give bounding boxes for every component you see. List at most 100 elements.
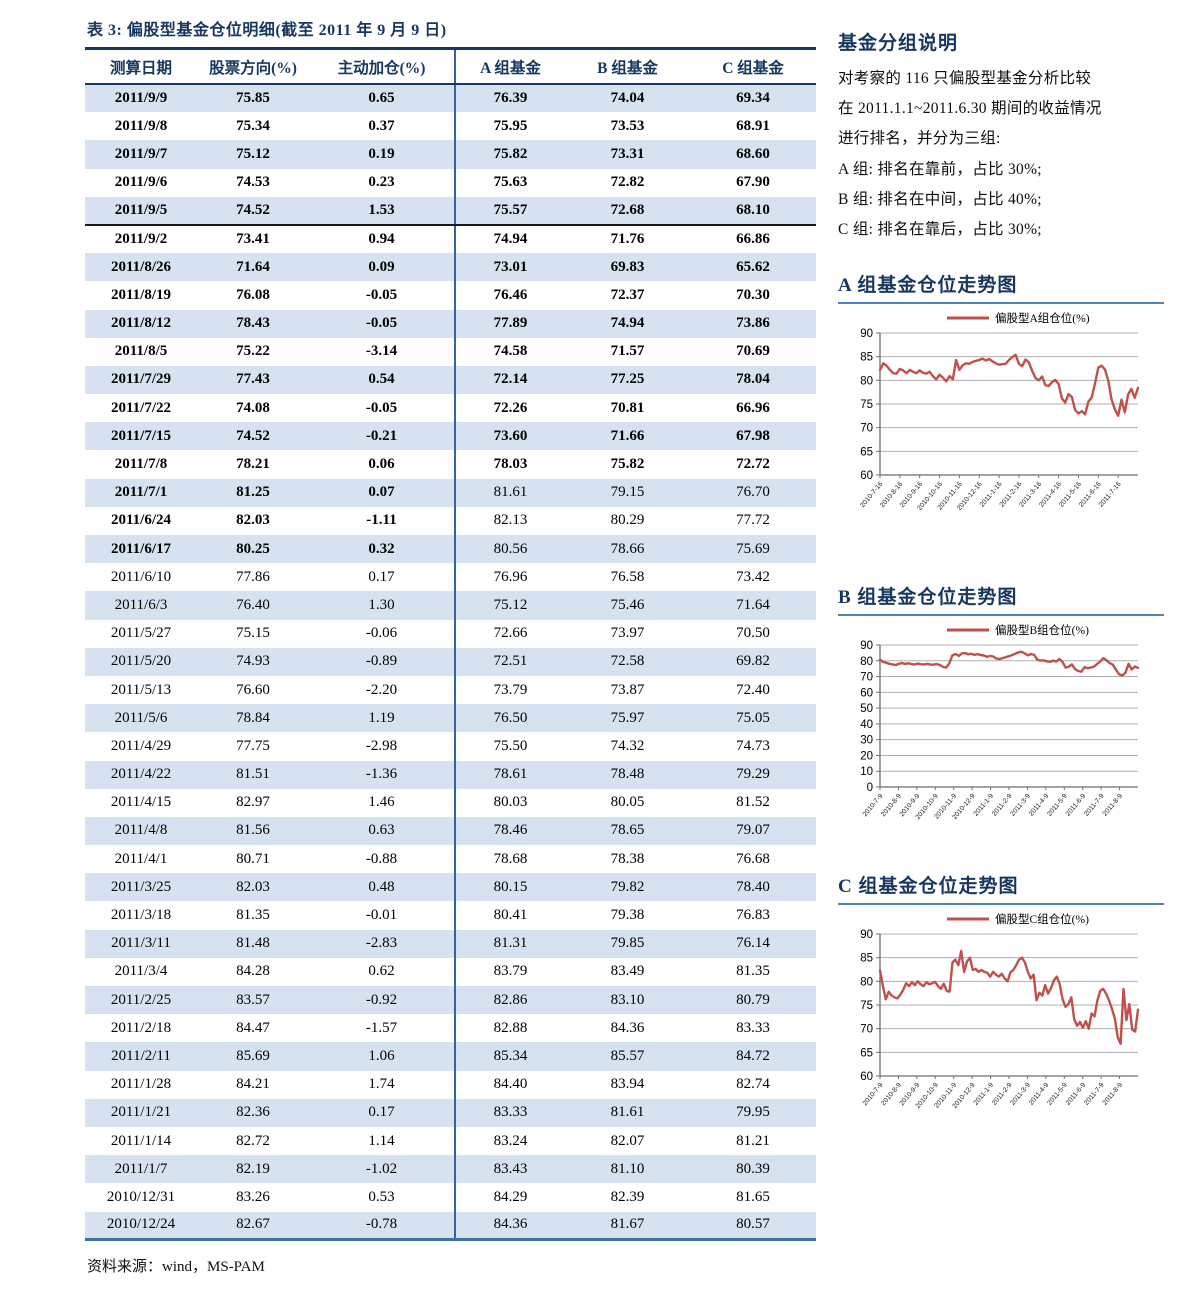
table-cell: 68.60 bbox=[736, 145, 770, 162]
table-cell: 84.36 bbox=[610, 1019, 645, 1036]
table-cell: 83.49 bbox=[610, 963, 645, 980]
table-cell: 84.29 bbox=[493, 1188, 528, 1205]
table-cell: 80.15 bbox=[493, 878, 528, 895]
table-row: 2011/9/7 75.12 0.19 75.82 73.31 68.60 bbox=[85, 140, 816, 169]
table-cell: 78.61 bbox=[493, 766, 528, 783]
table-row: 2011/7/22 74.08 -0.05 72.26 70.81 66.96 bbox=[85, 394, 816, 423]
table-row: 2011/2/18 84.47 -1.57 82.88 84.36 83.33 bbox=[85, 1014, 816, 1043]
table-cell: 82.72 bbox=[236, 1132, 270, 1149]
table-cell: 82.39 bbox=[610, 1188, 645, 1205]
svg-text:10: 10 bbox=[860, 767, 873, 779]
table-cell: 76.58 bbox=[610, 568, 645, 585]
table-cell: 71.64 bbox=[736, 596, 770, 613]
table-cell: 75.34 bbox=[236, 117, 270, 134]
table-header-row: 测算日期 股票方向(%) 主动加仓(%) A 组基金 B 组基金 C 组基金 bbox=[85, 50, 816, 85]
table-cell: 2011/9/8 bbox=[114, 117, 168, 134]
table-row: 2010/12/31 83.26 0.53 84.29 82.39 81.65 bbox=[85, 1183, 816, 1212]
table-cell: 2011/5/6 bbox=[114, 709, 168, 726]
svg-text:70: 70 bbox=[860, 423, 873, 435]
table-row: 2011/5/6 78.84 1.19 76.50 75.97 75.05 bbox=[85, 704, 816, 733]
column-header: C 组基金 bbox=[690, 50, 816, 85]
table-row: 2011/1/28 84.21 1.74 84.40 83.94 82.74 bbox=[85, 1070, 816, 1099]
table-cell: 85.69 bbox=[236, 1047, 270, 1064]
table-cell: 81.25 bbox=[236, 484, 270, 501]
table-cell: 80.05 bbox=[610, 794, 645, 811]
table-cell: 77.75 bbox=[236, 737, 270, 754]
fund-position-table-section: 表 3: 偏股型基金仓位明细(截至 2011 年 9 月 9 日) 测算日期 股票… bbox=[85, 14, 816, 1276]
table-cell: 1.53 bbox=[309, 196, 456, 226]
table-cell: 1.74 bbox=[309, 1070, 456, 1099]
table-cell: 81.67 bbox=[610, 1216, 645, 1233]
table-row: 2011/5/27 75.15 -0.06 72.66 73.97 70.50 bbox=[85, 619, 816, 648]
svg-text:偏股型B组仓位(%): 偏股型B组仓位(%) bbox=[995, 623, 1089, 637]
table-cell: 73.31 bbox=[610, 145, 645, 162]
table-cell: 74.52 bbox=[236, 427, 270, 444]
table-cell: 82.86 bbox=[493, 991, 528, 1008]
table-cell: -0.88 bbox=[309, 845, 456, 874]
table-cell: 0.09 bbox=[309, 253, 456, 282]
table-row: 2011/3/18 81.35 -0.01 80.41 79.38 76.83 bbox=[85, 901, 816, 930]
table-cell: 73.53 bbox=[610, 117, 645, 134]
table-cell: 73.87 bbox=[610, 681, 645, 698]
svg-text:偏股型C组仓位(%): 偏股型C组仓位(%) bbox=[995, 912, 1089, 926]
svg-text:30: 30 bbox=[860, 735, 873, 747]
table-cell: 76.70 bbox=[736, 484, 770, 501]
table-cell: 0.19 bbox=[309, 140, 456, 169]
table-cell: 79.29 bbox=[736, 766, 770, 783]
table-cell: 2011/7/29 bbox=[110, 371, 171, 388]
table-cell: 76.40 bbox=[236, 596, 270, 613]
table-cell: 75.82 bbox=[493, 145, 528, 162]
table-cell: 2011/5/27 bbox=[110, 625, 172, 642]
table-cell: 72.26 bbox=[493, 399, 528, 416]
group-note-line: 进行排名，并分为三组: bbox=[838, 130, 1001, 148]
table-row: 2011/1/7 82.19 -1.02 83.43 81.10 80.39 bbox=[85, 1155, 816, 1184]
table-cell: 82.03 bbox=[236, 512, 270, 529]
table-cell: 2011/5/20 bbox=[110, 653, 172, 670]
table-row: 2010/12/24 82.67 -0.78 84.36 81.67 80.57 bbox=[85, 1211, 816, 1240]
table-cell: 79.15 bbox=[610, 484, 645, 501]
table-cell: 2011/2/11 bbox=[111, 1047, 171, 1064]
table-cell: 81.56 bbox=[236, 822, 270, 839]
table-row: 2011/4/22 81.51 -1.36 78.61 78.48 79.29 bbox=[85, 760, 816, 789]
table-cell: -0.05 bbox=[309, 394, 456, 423]
table-body: 2011/9/9 75.85 0.65 76.39 74.04 69.34 2011/9/8… bbox=[85, 84, 816, 1240]
table-cell: 2011/7/8 bbox=[114, 456, 168, 473]
table-cell: 2011/8/26 bbox=[110, 258, 171, 275]
table-row: 2011/7/15 74.52 -0.21 73.60 71.66 67.98 bbox=[85, 422, 816, 451]
svg-text:65: 65 bbox=[860, 1048, 873, 1060]
table-cell: -0.05 bbox=[309, 281, 456, 310]
svg-text:偏股型A组仓位(%): 偏股型A组仓位(%) bbox=[995, 311, 1090, 325]
table-cell: 75.82 bbox=[610, 456, 645, 473]
table-cell: 76.14 bbox=[736, 935, 770, 952]
table-cell: 72.58 bbox=[610, 653, 645, 670]
table-cell: 71.64 bbox=[236, 258, 270, 275]
chart-b-title: B 组基金仓位走势图 bbox=[838, 582, 1164, 617]
table-cell: 2011/9/2 bbox=[114, 231, 168, 248]
table-cell: 82.67 bbox=[236, 1216, 270, 1233]
table-cell: 68.91 bbox=[736, 117, 770, 134]
table-cell: 76.08 bbox=[236, 286, 270, 303]
table-cell: -0.01 bbox=[309, 901, 456, 930]
table-cell: 76.50 bbox=[493, 709, 528, 726]
table-cell: 73.01 bbox=[493, 258, 528, 275]
table-cell: 68.10 bbox=[690, 196, 816, 226]
positions-table: 测算日期 股票方向(%) 主动加仓(%) A 组基金 B 组基金 C 组基金 2011/9… bbox=[85, 50, 816, 1242]
table-cell: 81.35 bbox=[236, 907, 270, 924]
table-title: 表 3: 偏股型基金仓位明细(截至 2011 年 9 月 9 日) bbox=[85, 14, 816, 50]
table-cell: 76.68 bbox=[736, 850, 770, 867]
table-cell: 2011/9/5 bbox=[85, 196, 197, 226]
table-cell: 1.19 bbox=[309, 704, 456, 733]
right-panel: 基金分组说明 对考察的 116 只偏股型基金分析比较在 2011.1.1~201… bbox=[838, 28, 1164, 1136]
table-cell: 81.10 bbox=[610, 1160, 645, 1177]
table-cell: 82.74 bbox=[736, 1076, 770, 1093]
table-cell: 72.66 bbox=[493, 625, 528, 642]
table-row: 2011/6/3 76.40 1.30 75.12 75.46 71.64 bbox=[85, 591, 816, 620]
table-cell: 2011/6/10 bbox=[110, 568, 172, 585]
column-header: 股票方向(%) bbox=[197, 50, 309, 85]
table-cell: 1.14 bbox=[309, 1126, 456, 1156]
table-cell: 74.08 bbox=[236, 399, 270, 416]
table-cell: 80.41 bbox=[493, 907, 528, 924]
table-row: 2011/4/1 80.71 -0.88 78.68 78.38 76.68 bbox=[85, 845, 816, 874]
column-header: 测算日期 bbox=[85, 50, 197, 85]
svg-text:80: 80 bbox=[860, 376, 873, 388]
